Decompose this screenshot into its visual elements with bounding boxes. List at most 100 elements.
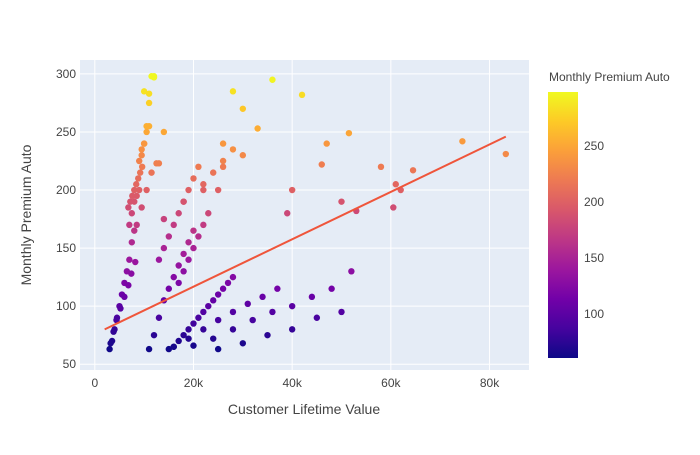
data-point xyxy=(239,105,247,112)
data-point xyxy=(140,140,148,147)
y-tick-label: 150 xyxy=(56,241,76,255)
data-point xyxy=(128,210,136,217)
data-point xyxy=(145,90,153,97)
colorbar: Monthly Premium Auto 100 150 200 250 xyxy=(548,70,670,358)
data-point xyxy=(113,316,120,324)
data-point xyxy=(180,250,187,258)
data-point xyxy=(288,326,296,333)
data-point xyxy=(239,152,247,159)
data-point xyxy=(229,308,237,316)
data-point xyxy=(190,342,197,349)
data-point xyxy=(274,285,281,292)
data-point xyxy=(210,297,217,304)
data-point xyxy=(160,215,168,223)
data-point xyxy=(229,273,237,281)
data-point xyxy=(143,186,150,194)
x-tick-label: 80k xyxy=(480,376,500,390)
y-axis-title: Monthly Premium Auto xyxy=(18,144,34,285)
data-point xyxy=(125,204,132,211)
data-point xyxy=(175,262,182,269)
data-point xyxy=(229,326,237,333)
data-point xyxy=(138,163,146,171)
data-point xyxy=(133,221,140,229)
data-point xyxy=(392,181,399,188)
data-point xyxy=(121,293,128,301)
data-point xyxy=(190,227,197,234)
data-point xyxy=(264,331,271,339)
data-point xyxy=(269,308,276,316)
data-point xyxy=(131,227,138,234)
data-point xyxy=(128,239,136,246)
data-point xyxy=(165,285,173,292)
data-point xyxy=(239,340,247,347)
data-point xyxy=(126,256,133,263)
data-point xyxy=(148,169,155,176)
y-tick-label: 250 xyxy=(56,125,76,139)
data-point xyxy=(244,300,251,308)
data-point xyxy=(126,221,133,229)
data-point xyxy=(313,314,321,321)
data-point xyxy=(155,314,163,321)
data-point xyxy=(125,282,132,289)
data-point xyxy=(170,273,177,281)
data-point xyxy=(175,337,182,345)
data-point xyxy=(175,210,182,217)
trendline-group xyxy=(104,135,507,331)
data-point xyxy=(214,316,222,324)
data-point xyxy=(200,186,207,194)
data-point xyxy=(409,167,417,174)
data-point xyxy=(195,314,202,321)
data-point xyxy=(459,138,466,145)
data-point xyxy=(338,308,345,316)
data-point xyxy=(131,186,138,194)
data-point xyxy=(150,74,158,81)
data-point xyxy=(219,140,227,147)
data-point xyxy=(132,258,139,266)
data-point xyxy=(180,268,187,275)
colorbar-tick-label: 150 xyxy=(584,251,604,265)
data-point xyxy=(185,326,192,333)
data-point xyxy=(106,345,113,353)
data-point xyxy=(377,163,385,171)
data-point xyxy=(145,122,153,130)
data-point xyxy=(269,76,276,83)
data-point xyxy=(328,285,335,292)
data-point xyxy=(338,198,345,205)
x-tick-label: 0 xyxy=(91,376,98,390)
data-point xyxy=(390,204,397,211)
data-point xyxy=(210,169,217,176)
data-point xyxy=(284,210,291,217)
data-point xyxy=(229,88,237,95)
data-point xyxy=(150,331,158,339)
data-point xyxy=(185,239,192,246)
data-point xyxy=(185,335,192,342)
data-point xyxy=(133,181,140,188)
y-tick-label: 300 xyxy=(56,67,76,81)
data-point xyxy=(143,128,150,136)
y-tick-label: 200 xyxy=(56,183,76,197)
plot-area xyxy=(80,60,529,370)
data-point xyxy=(135,175,142,182)
data-point xyxy=(170,343,177,350)
data-point xyxy=(165,233,173,240)
data-point xyxy=(288,186,296,194)
data-point xyxy=(219,157,227,165)
colorbar-gradient xyxy=(548,92,578,358)
data-point xyxy=(219,163,227,171)
data-point xyxy=(155,160,163,167)
data-point xyxy=(200,308,207,316)
data-point xyxy=(160,128,168,136)
data-point xyxy=(185,186,192,194)
x-tick-label: 60k xyxy=(381,376,401,390)
data-point xyxy=(288,302,296,310)
data-point xyxy=(180,198,187,205)
colorbar-tick-label: 100 xyxy=(584,307,604,321)
data-point xyxy=(110,328,117,335)
data-point xyxy=(170,221,177,229)
data-point xyxy=(214,186,222,194)
data-point xyxy=(190,320,197,327)
data-point xyxy=(200,221,207,229)
data-point xyxy=(165,345,173,353)
data-point xyxy=(254,125,261,132)
